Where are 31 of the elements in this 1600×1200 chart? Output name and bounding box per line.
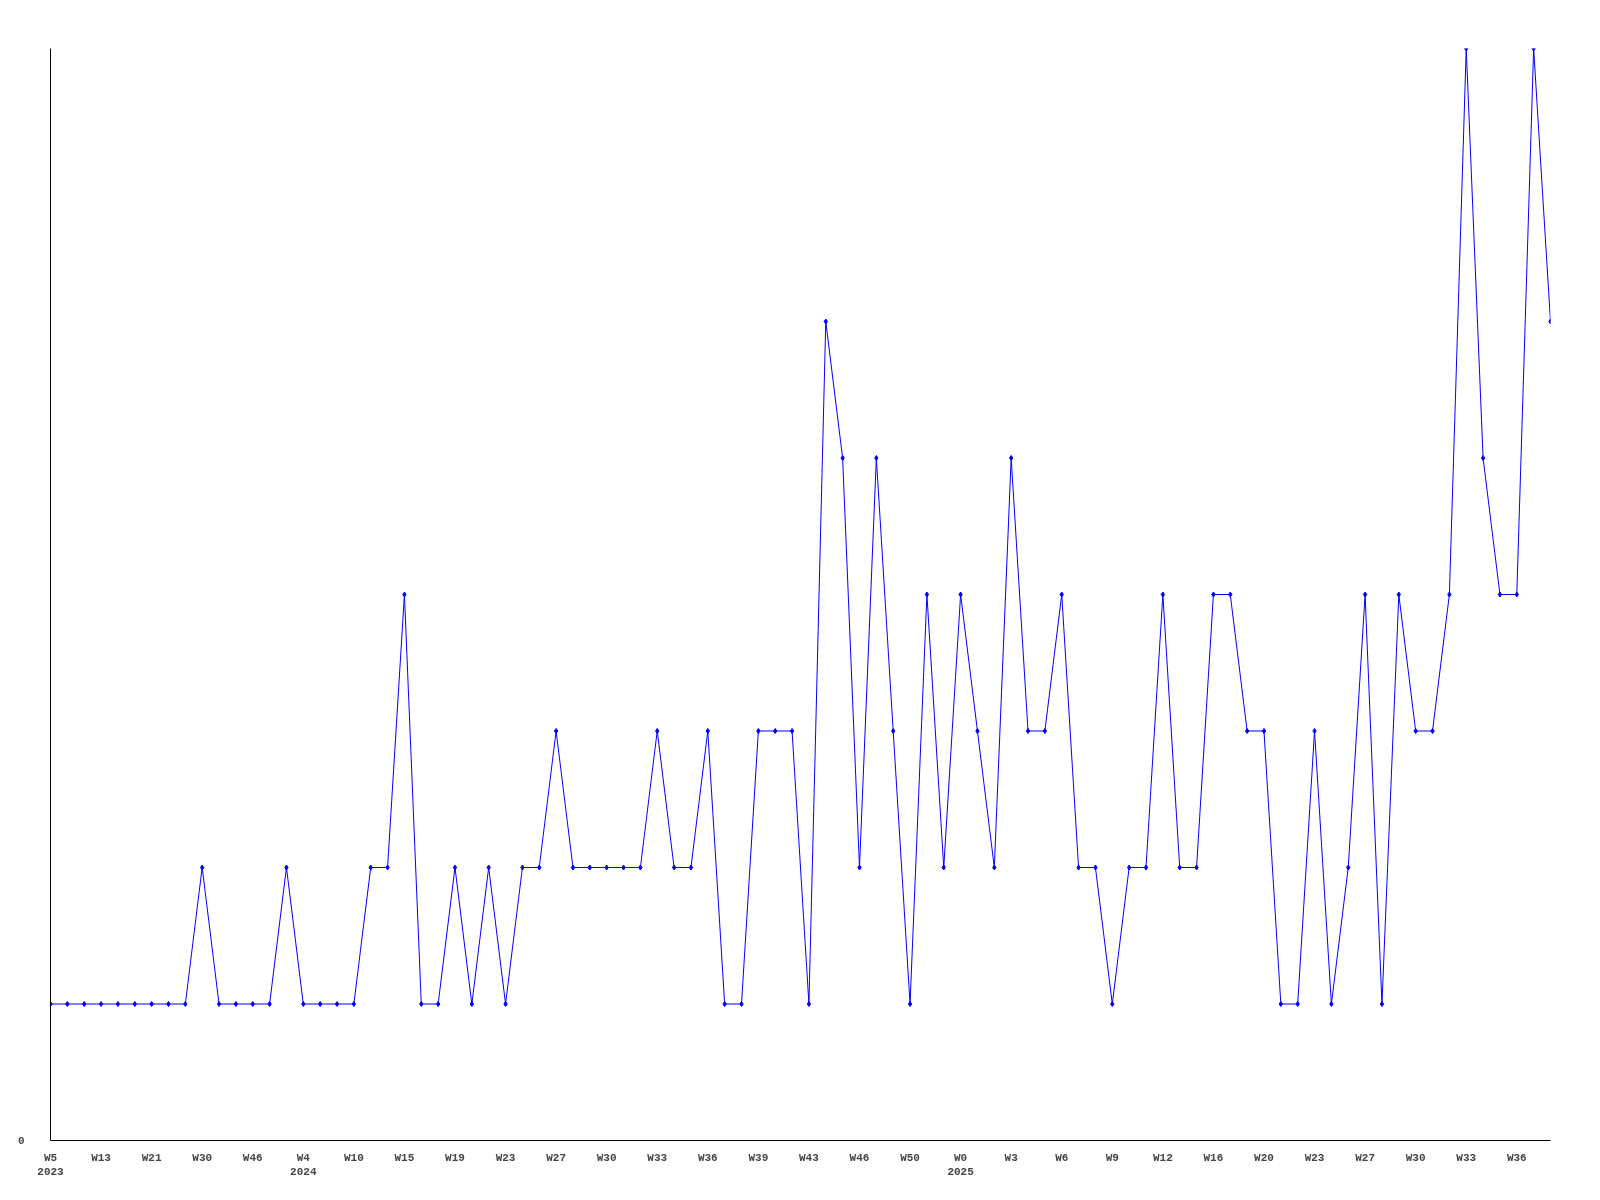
- x-tick-label: W27: [546, 1151, 567, 1164]
- x-tick-label: W3: [1004, 1151, 1019, 1164]
- x-tick-label: W30: [192, 1151, 213, 1164]
- x-tick-label: W6: [1055, 1151, 1069, 1164]
- x-tick-label: W46: [849, 1151, 870, 1164]
- x-tick-label: W15: [394, 1151, 415, 1164]
- x-tick-label: W19: [445, 1151, 465, 1164]
- x-tick-label: W30: [596, 1151, 617, 1164]
- x-tick-label: W20: [1254, 1151, 1274, 1164]
- x-tick-label: W27: [1355, 1151, 1376, 1164]
- x-tick-label: W36: [697, 1151, 718, 1164]
- x-tick-label: W46: [242, 1151, 263, 1164]
- x-tick-label: W5 2023: [37, 1151, 65, 1178]
- x-tick-label: W9: [1105, 1151, 1119, 1164]
- x-tick-label: W23: [1304, 1151, 1325, 1164]
- x-tick-label: W0 2025: [947, 1151, 975, 1178]
- x-tick-label: W43: [799, 1151, 820, 1164]
- text: 0: [17, 1135, 25, 1147]
- x-tick-label: W33: [1456, 1151, 1477, 1164]
- x-tick-label: W33: [647, 1151, 668, 1164]
- x-tick-label: W30: [1405, 1151, 1426, 1164]
- x-tick-label: W36: [1506, 1151, 1527, 1164]
- x-tick-label: W16: [1203, 1151, 1224, 1164]
- x-tick-label: W13: [91, 1151, 112, 1164]
- x-tick-label: W21: [141, 1151, 162, 1164]
- x-tick-label: W4 2024: [290, 1151, 317, 1178]
- x-tick-label: W23: [495, 1151, 516, 1164]
- x-tick-label: W50: [900, 1151, 920, 1164]
- x-tick-label: W39: [748, 1151, 769, 1164]
- x-tick-label: W12: [1152, 1151, 1173, 1164]
- x-tick-label: W10: [343, 1151, 364, 1164]
